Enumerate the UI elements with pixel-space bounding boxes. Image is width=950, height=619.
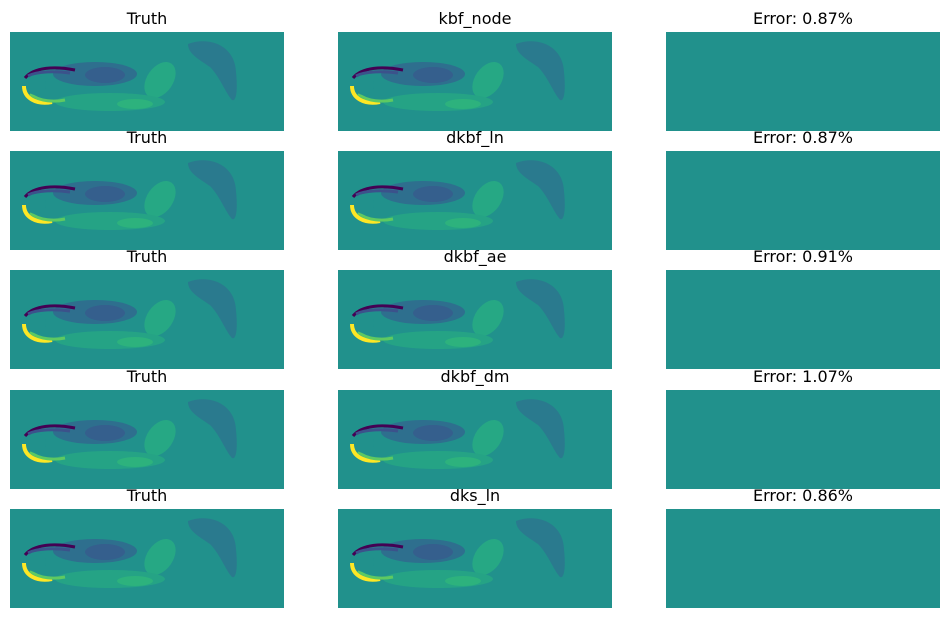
field-image [338, 390, 612, 489]
panel-title: Error: 0.86% [753, 486, 853, 505]
field-image [10, 509, 284, 608]
field-image [10, 270, 284, 369]
panel-title: Error: 0.87% [753, 9, 853, 28]
panel-title: Truth [126, 9, 168, 28]
panel-title: Error: 1.07% [753, 367, 853, 386]
field-image [10, 151, 284, 250]
panel-title: Error: 0.91% [753, 247, 853, 266]
panel-title: Truth [126, 367, 168, 386]
panel-title: dkbf_ln [446, 128, 504, 148]
error-image [666, 390, 940, 489]
panel-title: kbf_node [439, 9, 512, 29]
panel-title: Truth [126, 486, 168, 505]
error-image [666, 32, 940, 131]
field-image [338, 32, 612, 131]
field-image [338, 270, 612, 369]
panel-title: Truth [126, 247, 168, 266]
field-image [10, 32, 284, 131]
panel-title: Error: 0.87% [753, 128, 853, 147]
panel-title: Truth [126, 128, 168, 147]
error-image [666, 509, 940, 608]
error-image [666, 151, 940, 250]
panel-title: dks_ln [450, 486, 500, 506]
error-image [666, 270, 940, 369]
panel-title: dkbf_dm [441, 367, 510, 387]
field-image [338, 151, 612, 250]
field-image [338, 509, 612, 608]
field-image [10, 390, 284, 489]
panel-title: dkbf_ae [444, 247, 507, 267]
